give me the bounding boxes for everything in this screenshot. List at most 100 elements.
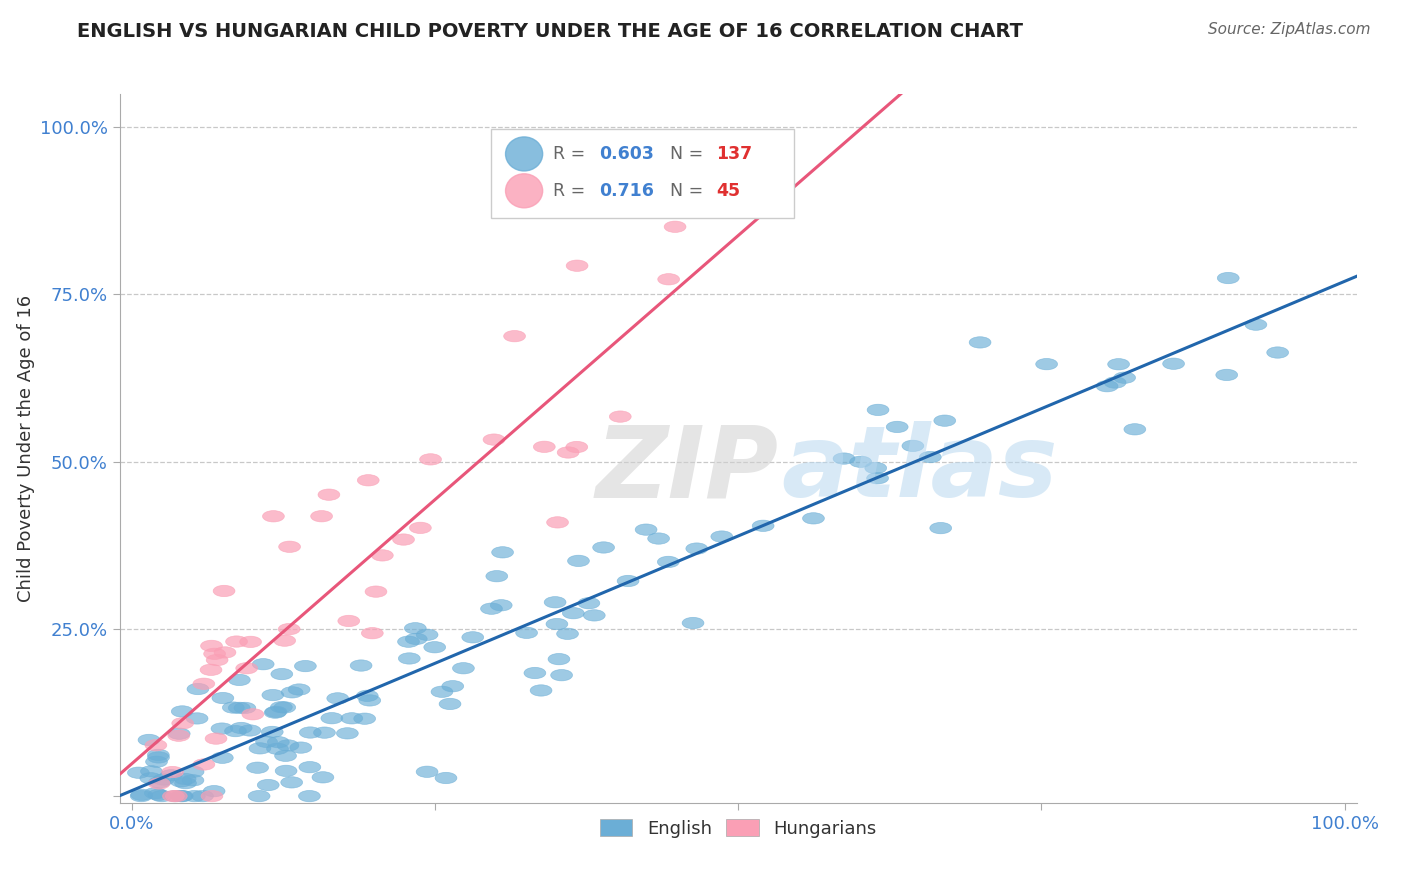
Ellipse shape <box>298 790 321 802</box>
Ellipse shape <box>409 522 432 533</box>
Ellipse shape <box>172 706 193 717</box>
Ellipse shape <box>533 442 555 452</box>
Ellipse shape <box>270 701 292 713</box>
Ellipse shape <box>252 658 274 670</box>
Ellipse shape <box>276 765 297 777</box>
Ellipse shape <box>170 790 193 802</box>
Ellipse shape <box>128 767 149 779</box>
Ellipse shape <box>211 752 233 764</box>
Ellipse shape <box>356 690 378 701</box>
Text: R =: R = <box>553 182 591 200</box>
Text: N =: N = <box>671 145 709 163</box>
Ellipse shape <box>1123 424 1146 435</box>
Ellipse shape <box>201 790 222 802</box>
Ellipse shape <box>484 434 505 445</box>
Ellipse shape <box>165 790 186 802</box>
Ellipse shape <box>201 640 222 651</box>
Ellipse shape <box>239 636 262 648</box>
Ellipse shape <box>524 667 546 679</box>
Ellipse shape <box>167 730 190 741</box>
Ellipse shape <box>548 654 569 665</box>
Ellipse shape <box>453 663 474 674</box>
Ellipse shape <box>267 743 288 755</box>
Text: ENGLISH VS HUNGARIAN CHILD POVERTY UNDER THE AGE OF 16 CORRELATION CHART: ENGLISH VS HUNGARIAN CHILD POVERTY UNDER… <box>77 22 1024 41</box>
Ellipse shape <box>593 541 614 553</box>
Ellipse shape <box>405 623 426 634</box>
Ellipse shape <box>174 773 195 785</box>
Ellipse shape <box>357 475 380 486</box>
Text: ZIP: ZIP <box>596 421 779 518</box>
Ellipse shape <box>141 765 162 777</box>
Ellipse shape <box>239 725 262 736</box>
Ellipse shape <box>866 473 889 483</box>
Ellipse shape <box>183 766 204 778</box>
Ellipse shape <box>204 786 225 797</box>
Text: R =: R = <box>553 145 591 163</box>
Ellipse shape <box>277 739 299 751</box>
Ellipse shape <box>551 670 572 681</box>
Ellipse shape <box>257 780 280 790</box>
Ellipse shape <box>432 686 453 698</box>
Ellipse shape <box>565 442 588 453</box>
Ellipse shape <box>664 221 686 233</box>
Ellipse shape <box>145 739 167 751</box>
Ellipse shape <box>267 737 290 747</box>
Ellipse shape <box>903 441 924 451</box>
Ellipse shape <box>193 678 215 690</box>
Ellipse shape <box>711 531 733 542</box>
Ellipse shape <box>416 629 439 640</box>
Ellipse shape <box>503 330 526 342</box>
Ellipse shape <box>1218 272 1239 284</box>
Ellipse shape <box>181 774 204 786</box>
Ellipse shape <box>294 660 316 672</box>
Ellipse shape <box>278 541 301 552</box>
Legend: English, Hungarians: English, Hungarians <box>593 812 883 845</box>
Ellipse shape <box>214 647 236 658</box>
Ellipse shape <box>336 728 359 739</box>
Text: 45: 45 <box>716 182 740 200</box>
Ellipse shape <box>312 772 333 783</box>
Ellipse shape <box>516 627 537 639</box>
Ellipse shape <box>682 617 704 629</box>
Ellipse shape <box>686 543 707 554</box>
Ellipse shape <box>361 627 384 639</box>
Ellipse shape <box>145 788 166 799</box>
Ellipse shape <box>481 603 502 615</box>
Ellipse shape <box>416 766 439 778</box>
Text: atlas: atlas <box>782 421 1057 518</box>
Ellipse shape <box>172 790 193 802</box>
Ellipse shape <box>434 772 457 784</box>
Ellipse shape <box>609 411 631 422</box>
FancyBboxPatch shape <box>491 129 794 218</box>
Text: Source: ZipAtlas.com: Source: ZipAtlas.com <box>1208 22 1371 37</box>
Ellipse shape <box>546 618 568 630</box>
Ellipse shape <box>366 586 387 598</box>
Ellipse shape <box>568 555 589 566</box>
Ellipse shape <box>557 447 579 458</box>
Ellipse shape <box>1163 358 1184 369</box>
Ellipse shape <box>148 789 170 800</box>
Ellipse shape <box>1097 381 1118 392</box>
Ellipse shape <box>326 693 349 704</box>
Ellipse shape <box>350 660 373 671</box>
Ellipse shape <box>1104 376 1126 388</box>
Ellipse shape <box>1244 319 1267 330</box>
Ellipse shape <box>271 668 292 680</box>
Ellipse shape <box>530 685 553 696</box>
Ellipse shape <box>174 778 197 789</box>
Ellipse shape <box>299 762 321 772</box>
Ellipse shape <box>256 736 277 747</box>
Ellipse shape <box>492 547 513 558</box>
Text: N =: N = <box>671 182 709 200</box>
Ellipse shape <box>439 698 461 710</box>
Ellipse shape <box>886 421 908 433</box>
Ellipse shape <box>264 707 285 718</box>
Ellipse shape <box>578 598 600 609</box>
Ellipse shape <box>506 174 543 208</box>
Ellipse shape <box>160 770 181 780</box>
Ellipse shape <box>231 723 252 733</box>
Ellipse shape <box>803 513 824 524</box>
Ellipse shape <box>274 635 295 647</box>
Ellipse shape <box>969 337 991 348</box>
Ellipse shape <box>222 702 245 714</box>
